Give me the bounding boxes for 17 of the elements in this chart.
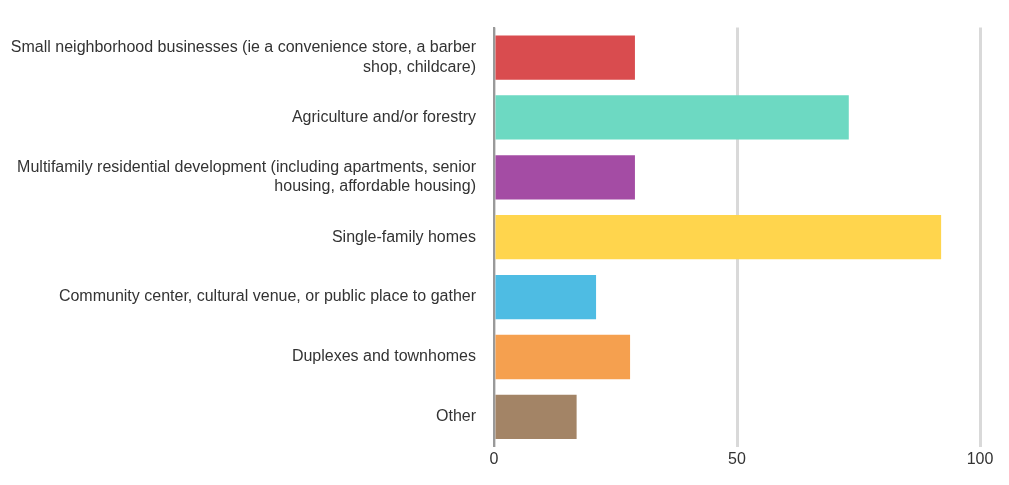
x-tick-label: 0 (489, 449, 499, 467)
y-tick-label: Multifamily residential development (including apartments, senior housing, affordable housing) (17, 158, 477, 195)
bar (495, 334, 631, 380)
bar (495, 394, 577, 440)
bar (495, 35, 635, 80)
bar (495, 155, 635, 200)
x-tick-label: 100 (966, 449, 994, 467)
y-tick-label: Small neighborhood businesses (ie a convenience store, a barber shop, childcare) (10, 38, 477, 75)
bar (495, 215, 942, 260)
y-tick-label: Duplexes and townhomes (291, 347, 476, 365)
bar (495, 95, 849, 140)
y-tick-label: Agriculture and/or forestry (291, 107, 476, 125)
bar (495, 274, 597, 320)
y-tick-label: Single-family homes (331, 227, 476, 245)
y-tick-label: Community center, cultural venue, or public place to gather (58, 287, 477, 305)
y-tick-label: Other (435, 407, 477, 425)
x-tick-label: 50 (728, 449, 746, 467)
